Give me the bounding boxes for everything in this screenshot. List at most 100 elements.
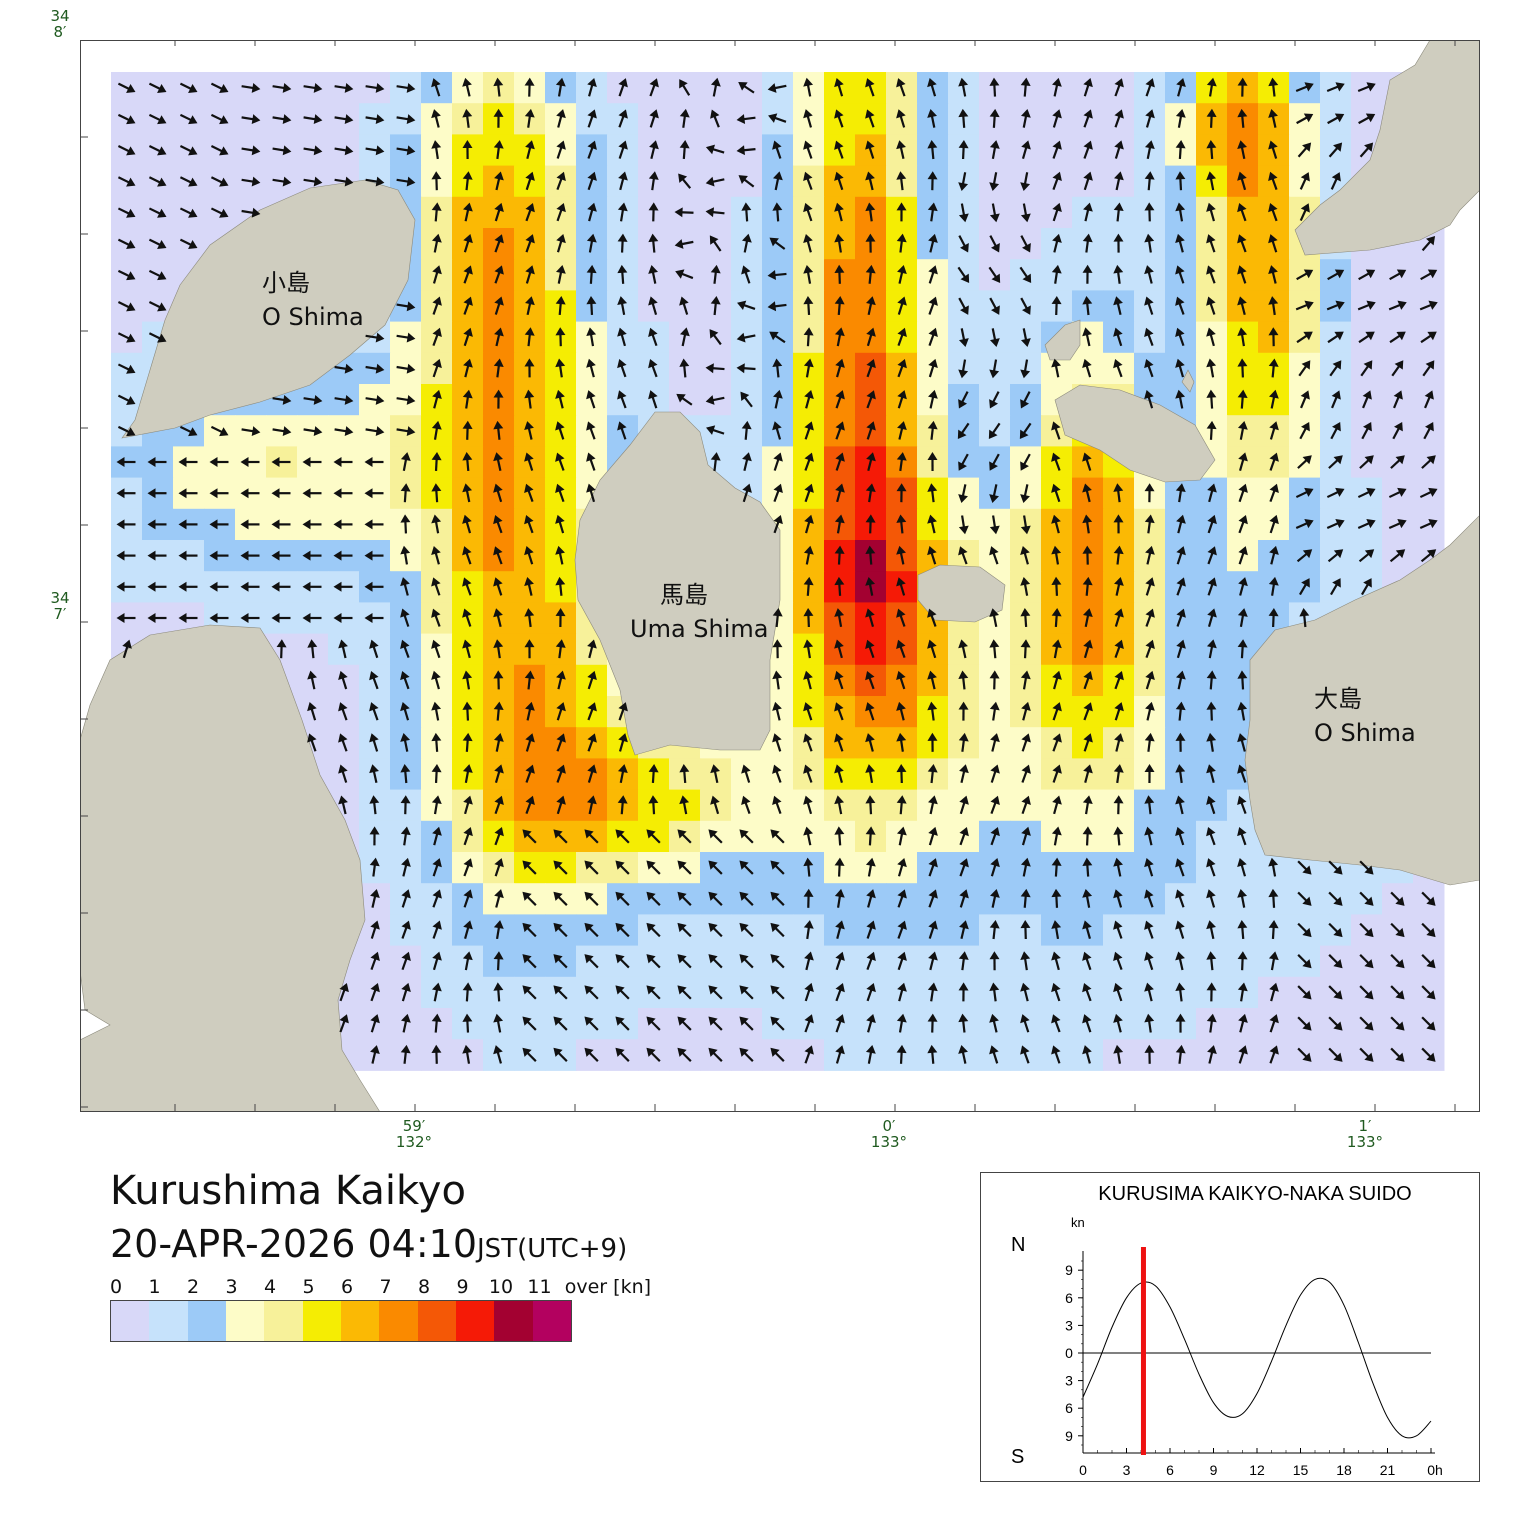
current-arrow [1176,546,1186,565]
current-arrow [1423,421,1434,440]
current-arrow [586,358,596,378]
current-arrow [587,702,597,721]
current-arrow [584,860,599,875]
current-arrow [679,140,690,160]
current-arrow [524,546,534,565]
current-arrow [494,202,504,222]
current-arrow [834,764,844,783]
current-arrow [928,389,938,409]
current-arrow [1021,764,1031,783]
current-arrow [462,171,473,191]
lat-label-34-8: 34 8′ [40,8,80,40]
current-arrow [927,78,937,97]
current-arrow [555,576,566,596]
current-arrow [865,733,875,752]
current-arrow [677,891,692,906]
current-arrow [865,233,876,253]
current-arrow [803,171,813,191]
current-arrow [493,1045,503,1064]
current-arrow [896,78,906,97]
current-arrow [803,826,813,846]
current-arrow [1051,1014,1061,1033]
current-arrow [772,795,782,815]
legend-swatch-2 [187,1301,226,1341]
legend-swatch-5 [302,1301,341,1341]
current-arrow [834,78,844,97]
current-arrow [679,764,690,784]
current-arrow [400,795,411,815]
current-arrow [147,550,167,561]
current-arrow [116,613,136,623]
current-arrow [148,332,167,343]
current-arrow [1237,265,1247,284]
current-arrow [494,858,504,877]
current-arrow [736,332,756,343]
current-arrow [1268,77,1279,97]
current-arrow [1237,108,1248,128]
current-arrow [958,453,969,471]
current-arrow [1237,77,1248,97]
current-arrow [1269,421,1279,440]
current-arrow [1237,857,1247,877]
current-arrow [803,764,813,783]
current-arrow [1300,390,1310,409]
current-arrow [462,420,473,440]
current-arrow [1082,358,1092,378]
current-arrow [1144,358,1154,378]
current-arrow [400,702,410,721]
current-arrow [646,1016,661,1031]
current-arrow [462,77,472,97]
current-arrow [648,327,658,347]
current-arrow [302,550,322,561]
current-arrow [617,421,627,440]
current-arrow [1390,891,1405,906]
current-arrow [462,389,473,409]
current-arrow [431,670,441,690]
current-arrow [804,1014,814,1033]
current-arrow [302,457,322,467]
current-arrow [1020,1045,1030,1064]
current-arrow [896,701,906,721]
inset-x-tick-label: 12 [1249,1462,1265,1478]
current-arrow [584,922,599,938]
current-arrow [493,732,504,752]
current-arrow [708,829,723,844]
current-arrow [646,829,661,844]
current-arrow [307,733,317,752]
current-arrow [271,581,291,592]
current-arrow [1020,951,1031,971]
current-arrow [896,639,906,659]
current-arrow [959,920,969,940]
current-arrow [1082,233,1093,253]
current-arrow [1144,233,1155,253]
current-arrow [1082,888,1093,908]
current-arrow [303,426,323,437]
current-arrow [1020,545,1030,565]
current-arrow [803,202,813,222]
current-arrow [617,390,627,409]
current-arrow [1327,549,1344,563]
legend-swatch-3 [225,1301,265,1341]
current-arrow [522,1047,537,1062]
current-arrow [1082,795,1093,815]
current-arrow [648,359,658,378]
current-arrow [555,514,565,534]
current-arrow [587,171,597,191]
current-arrow [584,985,599,1000]
current-arrow [772,358,783,378]
current-arrow [834,576,845,596]
current-arrow [772,202,783,222]
current-arrow [927,1044,938,1064]
current-arrow [990,858,1000,877]
current-arrow [1113,951,1123,971]
current-arrow [303,176,323,187]
current-arrow [431,109,441,128]
current-arrow [1176,77,1186,97]
current-arrow [586,327,597,347]
current-arrow [617,795,628,815]
current-arrow [1268,358,1279,378]
current-arrow [116,457,136,467]
timezone-label: JST(UTC+9) [477,1234,628,1264]
current-arrow [615,922,630,938]
current-arrow [1145,577,1155,596]
